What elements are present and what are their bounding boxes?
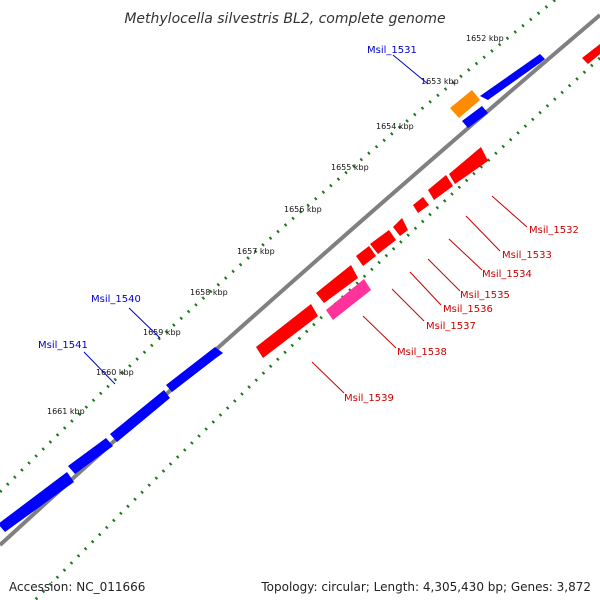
leader-line — [391, 288, 425, 322]
topology-label: Topology: circular; Length: 4,305,430 bp… — [261, 580, 591, 594]
gene-label-msil-1539: Msil_1539 — [344, 393, 394, 404]
kbp-label: 1658 kbp — [190, 288, 228, 297]
leader-line — [83, 351, 116, 385]
gene-msil-1541[interactable] — [0, 472, 74, 532]
gene-label-msil-1537: Msil_1537 — [426, 321, 476, 332]
kbp-label: 1654 kbp — [376, 122, 414, 131]
gene-msil-1533[interactable] — [428, 175, 453, 200]
gene-msil-1540[interactable] — [68, 438, 113, 474]
leader-line — [409, 271, 442, 306]
kbp-label: 1656 kbp — [284, 205, 322, 214]
map-title: Methylocella silvestris BL2, complete ge… — [124, 11, 445, 27]
gene-msil-1535[interactable] — [393, 218, 408, 236]
kbp-label: 1659 kbp — [143, 328, 181, 337]
gene-label-msil-1541: Msil_1541 — [38, 340, 88, 351]
leader-line — [448, 238, 483, 271]
gene-label-msil-1538: Msil_1538 — [397, 347, 447, 358]
gene-msil-1537[interactable] — [356, 246, 376, 266]
genome-backbone — [0, 13, 600, 547]
gene-msil-1532[interactable] — [449, 147, 488, 184]
gene-pink[interactable] — [326, 279, 371, 320]
kbp-label: 1653 kbp — [421, 77, 459, 86]
gene-top-right-edge[interactable] — [582, 44, 600, 64]
gene-label-msil-1534: Msil_1534 — [482, 269, 532, 280]
leader-lines — [83, 54, 528, 394]
leader-line — [465, 215, 501, 252]
gene-label-msil-1540: Msil_1540 — [91, 294, 141, 305]
gene-label-msil-1532: Msil_1532 — [529, 225, 579, 236]
gene-msil-1534[interactable] — [413, 197, 429, 213]
gene-forward-2[interactable] — [110, 390, 170, 442]
gene-label-msil-1531: Msil_1531 — [367, 45, 417, 56]
kbp-label: 1652 kbp — [466, 34, 504, 43]
gene-forward-1[interactable] — [166, 347, 223, 392]
forward-genes — [0, 54, 545, 532]
accession-label: Accession: NC_011666 — [9, 580, 146, 594]
gene-label-msil-1533: Msil_1533 — [502, 250, 552, 261]
gene-msil-1538[interactable] — [316, 265, 358, 303]
gene-msil-1536[interactable] — [370, 230, 396, 254]
gene-labels: Msil_1531 Msil_1540 Msil_1541 Msil_1532 … — [38, 45, 579, 404]
leader-line — [311, 361, 345, 394]
gene-label-msil-1535: Msil_1535 — [460, 290, 510, 301]
leader-line — [427, 258, 461, 292]
kbp-labels: 1652 kbp 1653 kbp 1654 kbp 1655 kbp 1656… — [47, 34, 504, 416]
leader-line — [128, 307, 161, 339]
gene-orange[interactable] — [450, 90, 480, 118]
gene-msil-1531[interactable] — [480, 54, 545, 100]
kbp-label: 1660 kbp — [96, 368, 134, 377]
gene-msil-1539[interactable] — [256, 304, 318, 358]
kbp-label: 1655 kbp — [331, 163, 369, 172]
leader-line — [392, 54, 429, 85]
gene-msil-1531b[interactable] — [462, 106, 488, 128]
kbp-label: 1657 kbp — [237, 247, 275, 256]
reverse-genes — [256, 44, 600, 358]
leader-line — [362, 315, 397, 349]
kbp-label: 1661 kbp — [47, 407, 85, 416]
gene-label-msil-1536: Msil_1536 — [443, 304, 493, 315]
leader-line — [491, 195, 528, 228]
